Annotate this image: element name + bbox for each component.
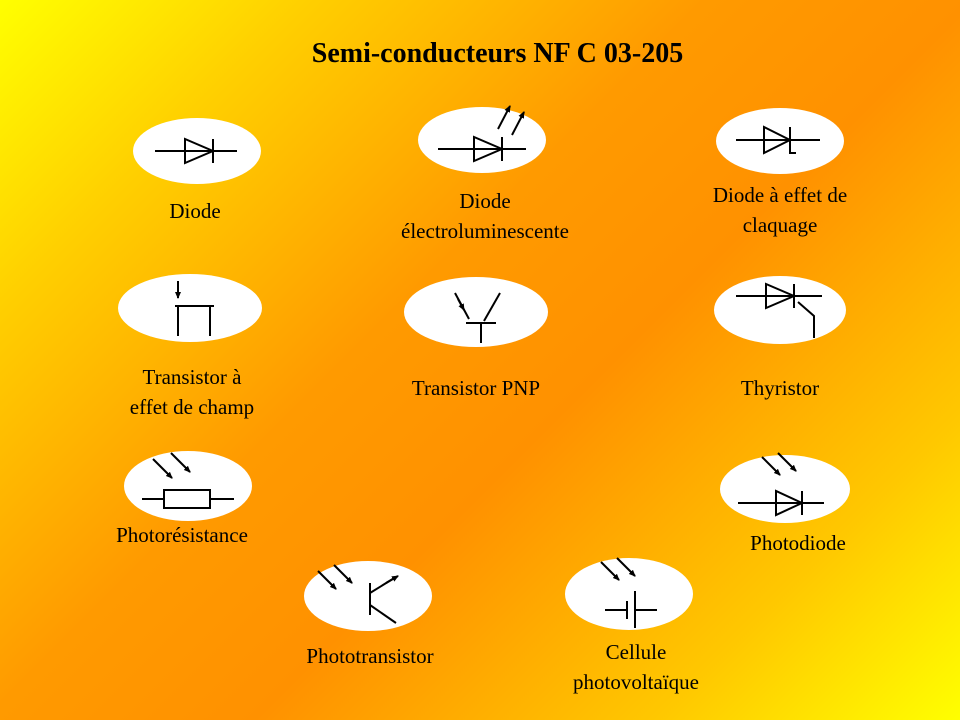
fet-symbol xyxy=(118,274,262,342)
thyristor-label: Thyristor xyxy=(740,376,820,400)
thyristor-symbol xyxy=(714,276,846,344)
photodiode-label: Photodiode xyxy=(750,531,846,555)
phototransistor-symbol-icon xyxy=(317,564,399,624)
photovoltaic-cell-symbol-icon xyxy=(600,557,657,628)
photovoltaic-cell-symbol xyxy=(565,557,693,630)
led-symbol-icon xyxy=(438,105,526,163)
page-title: Semi-conducteurs NF C 03-205 xyxy=(311,38,684,69)
fet-label: Transistor à effet de champ xyxy=(129,365,255,419)
pnp-transistor-symbol-icon xyxy=(454,292,501,343)
photoresistor-symbol-icon xyxy=(142,452,234,509)
phototransistor-label: Phototransistor xyxy=(306,644,434,668)
diode-symbol xyxy=(133,118,261,184)
led-symbol xyxy=(418,105,546,173)
led-label: Diode électroluminescente xyxy=(401,189,569,243)
zener-diode-symbol-icon xyxy=(736,125,820,155)
diode-symbol-icon xyxy=(155,137,237,165)
pnp-transistor-symbol xyxy=(404,277,548,347)
diode-label: Diode xyxy=(169,199,221,223)
fet-symbol-icon xyxy=(175,281,214,336)
phototransistor-symbol xyxy=(304,561,432,631)
photovoltaic-cell-label: Cellule photovoltaïque xyxy=(573,640,699,694)
pnp-transistor-label: Transistor PNP xyxy=(411,376,541,400)
zener-diode-symbol xyxy=(716,108,844,174)
thyristor-symbol-icon xyxy=(736,282,822,338)
photodiode-symbol xyxy=(720,452,850,523)
photoresistor-symbol xyxy=(124,451,252,521)
photoresistor-label: Photorésistance xyxy=(116,523,248,547)
photodiode-symbol-icon xyxy=(738,452,824,517)
zener-diode-label: Diode à effet de claquage xyxy=(712,183,848,237)
